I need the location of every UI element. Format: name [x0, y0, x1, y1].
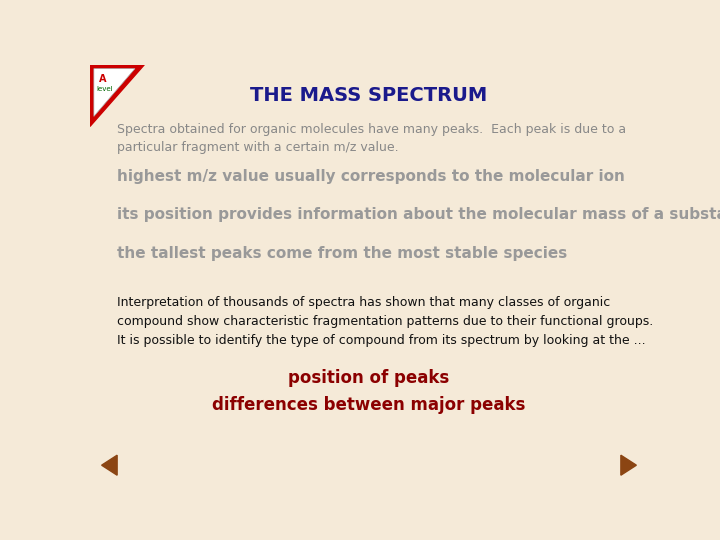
Text: level: level — [96, 86, 113, 92]
Text: the tallest peaks come from the most stable species: the tallest peaks come from the most sta… — [117, 246, 567, 261]
Text: highest m/z value usually corresponds to the molecular ion: highest m/z value usually corresponds to… — [117, 168, 625, 184]
Polygon shape — [621, 455, 636, 475]
Text: differences between major peaks: differences between major peaks — [212, 396, 526, 414]
Text: position of peaks: position of peaks — [289, 369, 449, 387]
Polygon shape — [90, 65, 144, 126]
Polygon shape — [102, 455, 117, 475]
Text: Interpretation of thousands of spectra has shown that many classes of organic
co: Interpretation of thousands of spectra h… — [117, 296, 653, 347]
Text: A: A — [99, 74, 107, 84]
Text: Spectra obtained for organic molecules have many peaks.  Each peak is due to a
p: Spectra obtained for organic molecules h… — [117, 123, 626, 153]
Polygon shape — [94, 69, 135, 117]
Text: THE MASS SPECTRUM: THE MASS SPECTRUM — [251, 86, 487, 105]
Text: its position provides information about the molecular mass of a substance: its position provides information about … — [117, 207, 720, 222]
